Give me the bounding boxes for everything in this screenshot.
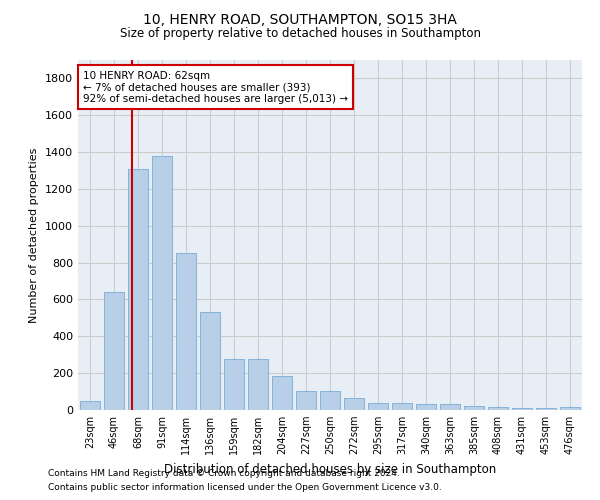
Bar (392, 402, 412, 410)
Bar (224, 360, 244, 410)
Text: Size of property relative to detached houses in Southampton: Size of property relative to detached ho… (119, 28, 481, 40)
Bar (272, 376, 292, 410)
Bar (152, 156, 172, 410)
Bar (368, 402, 388, 410)
Y-axis label: Number of detached properties: Number of detached properties (29, 148, 40, 322)
Bar (320, 390, 340, 410)
Text: 10, HENRY ROAD, SOUTHAMPTON, SO15 3HA: 10, HENRY ROAD, SOUTHAMPTON, SO15 3HA (143, 12, 457, 26)
Bar (488, 407, 508, 410)
Bar (560, 407, 580, 410)
Bar (200, 312, 220, 410)
Bar (440, 404, 460, 410)
Bar (464, 406, 484, 410)
Bar (536, 408, 556, 410)
X-axis label: Distribution of detached houses by size in Southampton: Distribution of detached houses by size … (164, 462, 496, 475)
Text: Contains public sector information licensed under the Open Government Licence v3: Contains public sector information licen… (48, 484, 442, 492)
Text: 10 HENRY ROAD: 62sqm
← 7% of detached houses are smaller (393)
92% of semi-detac: 10 HENRY ROAD: 62sqm ← 7% of detached ho… (83, 70, 348, 104)
Bar (128, 168, 148, 410)
Bar (104, 292, 124, 410)
Text: Contains HM Land Registry data © Crown copyright and database right 2024.: Contains HM Land Registry data © Crown c… (48, 468, 400, 477)
Bar (176, 254, 196, 410)
Bar (80, 401, 100, 410)
Bar (416, 404, 436, 410)
Bar (248, 360, 268, 410)
Bar (512, 408, 532, 410)
Bar (344, 398, 364, 410)
Bar (296, 390, 316, 410)
